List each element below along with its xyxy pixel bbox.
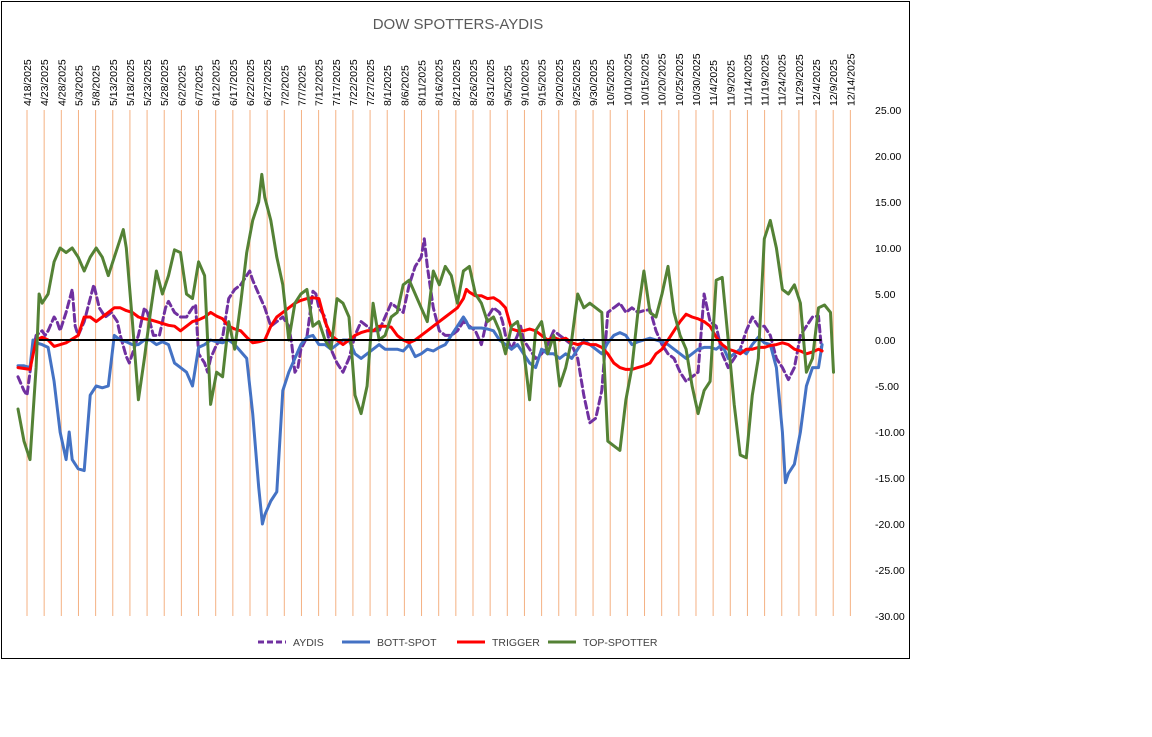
y-tick-label: 25.00 <box>875 105 901 117</box>
x-tick-label: 10/25/2025 <box>674 53 686 106</box>
y-tick-label: -15.00 <box>875 473 905 485</box>
chart-frame: DOW SPOTTERS-AYDIS 4/18/2025 4/23/2025 4/2… <box>1 1 910 659</box>
x-tick-label: 12/4/2025 <box>811 59 823 106</box>
x-tick-label: 10/30/2025 <box>691 53 703 106</box>
y-tick-label: -5.00 <box>875 381 899 393</box>
y-axis-tick-labels: 25.00 20.00 15.00 10.00 5.00 0.00 -5.00 -10.00 -… <box>875 105 905 623</box>
x-tick-label: 11/14/2025 <box>742 54 754 106</box>
x-tick-label: 10/15/2025 <box>640 53 652 106</box>
series-line-bott-spot <box>16 315 824 526</box>
x-tick-label: 6/7/2025 <box>194 65 206 106</box>
x-tick-label: 8/6/2025 <box>399 65 411 106</box>
x-tick-label: 11/29/2025 <box>794 54 806 106</box>
x-tick-label: 11/19/2025 <box>760 54 772 106</box>
series-line-trigger <box>16 287 824 371</box>
y-tick-label: 20.00 <box>875 151 901 163</box>
y-tick-label: 10.00 <box>875 243 901 255</box>
y-tick-label: -30.00 <box>875 611 905 623</box>
series-line-top-spotter <box>16 172 835 462</box>
x-tick-label: 8/11/2025 <box>417 60 429 106</box>
x-tick-label: 6/2/2025 <box>176 65 188 106</box>
legend-label: TRIGGER <box>492 637 540 649</box>
x-tick-label: 7/12/2025 <box>314 59 326 106</box>
x-tick-label: 11/9/2025 <box>725 60 737 106</box>
x-tick-label: 7/2/2025 <box>279 65 291 106</box>
y-tick-label: -20.00 <box>875 519 905 531</box>
x-axis-tick-labels: 4/18/2025 4/23/2025 4/28/2025 5/3/2025 5/8/2… <box>22 53 857 106</box>
x-tick-label: 6/27/2025 <box>262 59 274 106</box>
x-tick-label: 5/3/2025 <box>73 65 85 106</box>
x-tick-label: 4/28/2025 <box>56 59 68 106</box>
x-tick-label: 9/20/2025 <box>554 59 566 106</box>
x-tick-label: 8/1/2025 <box>382 65 394 106</box>
x-tick-label: 10/5/2025 <box>605 59 617 106</box>
x-tick-label: 8/16/2025 <box>434 59 446 106</box>
x-tick-label: 8/26/2025 <box>468 59 480 106</box>
x-tick-label: 10/10/2025 <box>622 53 634 106</box>
y-tick-label: -25.00 <box>875 565 905 577</box>
x-tick-label: 8/31/2025 <box>485 59 497 106</box>
x-tick-label: 5/28/2025 <box>159 59 171 106</box>
x-tick-label: 9/10/2025 <box>519 59 531 106</box>
x-tick-label: 5/13/2025 <box>108 59 120 106</box>
x-tick-label: 4/23/2025 <box>39 59 51 106</box>
line-chart: DOW SPOTTERS-AYDIS 4/18/2025 4/23/2025 4/2… <box>16 16 905 649</box>
x-tick-label: 7/17/2025 <box>331 59 343 106</box>
x-tick-label: 6/17/2025 <box>228 59 240 106</box>
legend: AYDIS BOTT-SPOT TRIGGER TOP-SPOTTER <box>258 637 658 649</box>
y-tick-label: -10.00 <box>875 427 905 439</box>
x-tick-label: 9/5/2025 <box>502 65 514 106</box>
x-tick-label: 7/22/2025 <box>348 59 360 106</box>
y-tick-label: 15.00 <box>875 197 901 209</box>
x-tick-label: 4/18/2025 <box>22 59 34 106</box>
x-tick-label: 12/14/2025 <box>845 53 857 106</box>
chart-title: DOW SPOTTERS-AYDIS <box>373 16 544 33</box>
x-tick-label: 5/8/2025 <box>91 65 103 106</box>
x-tick-label: 5/23/2025 <box>142 59 154 106</box>
x-tick-label: 11/24/2025 <box>777 54 789 106</box>
x-tick-label: 9/30/2025 <box>588 59 600 106</box>
series-lines <box>16 172 835 526</box>
x-tick-label: 7/7/2025 <box>296 65 308 106</box>
x-tick-label: 11/4/2025 <box>708 60 720 106</box>
legend-label: AYDIS <box>293 637 324 649</box>
legend-label: BOTT-SPOT <box>377 637 437 649</box>
x-tick-label: 5/18/2025 <box>125 59 137 106</box>
x-tick-label: 9/25/2025 <box>571 59 583 106</box>
y-tick-label: 0.00 <box>875 335 896 347</box>
x-tick-label: 6/22/2025 <box>245 59 257 106</box>
x-tick-label: 10/20/2025 <box>657 53 669 106</box>
vertical-gridlines <box>26 110 851 616</box>
y-tick-label: 5.00 <box>875 289 896 301</box>
x-tick-label: 7/27/2025 <box>365 59 377 106</box>
x-tick-label: 12/9/2025 <box>828 59 840 106</box>
x-tick-label: 8/21/2025 <box>451 59 463 106</box>
x-tick-label: 9/15/2025 <box>537 59 549 106</box>
x-tick-label: 6/12/2025 <box>211 59 223 106</box>
legend-label: TOP-SPOTTER <box>583 637 658 649</box>
